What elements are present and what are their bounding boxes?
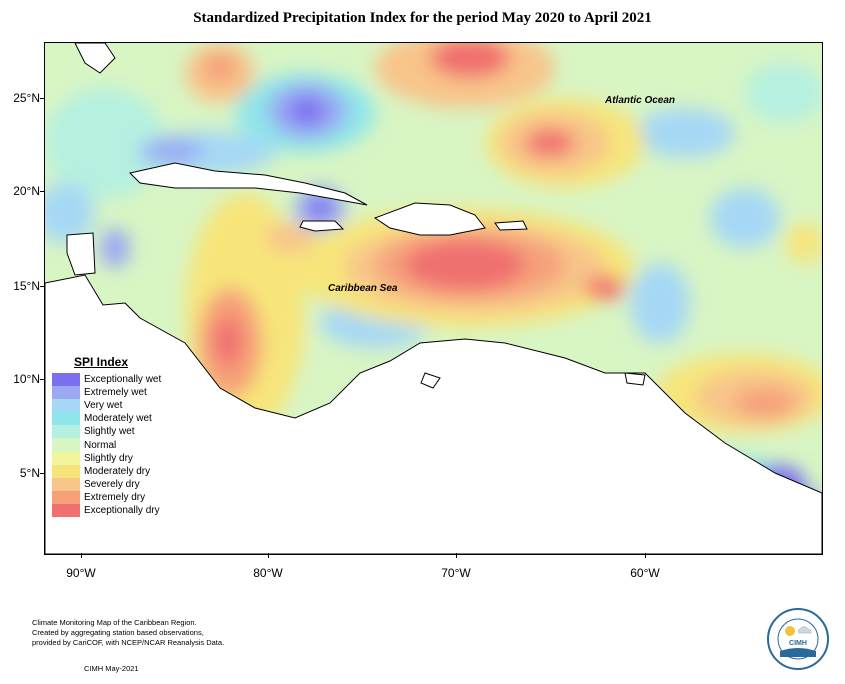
legend-item: Severely dry (52, 477, 161, 491)
y-tickmark (40, 473, 44, 474)
spi-field (45, 43, 822, 553)
legend-swatch (52, 503, 80, 518)
y-tickmark (40, 379, 44, 380)
x-tickmark (81, 553, 82, 558)
footer-line: provided by CariCOF, with NCEP/NCAR Rean… (32, 638, 225, 647)
footer-date: CIMH May-2021 (84, 664, 139, 673)
legend-item: Extremely dry (52, 490, 161, 504)
footer-line: Climate Monitoring Map of the Caribbean … (32, 618, 197, 627)
trinidad-tobago-island (624, 372, 646, 386)
legend-swatch (52, 477, 80, 491)
legend-items: Exceptionally wet Extremely wet Very wet Mo… (52, 373, 162, 518)
puerto-rico-island (494, 220, 528, 231)
x-tickmark (268, 553, 269, 558)
x-tickmark (645, 553, 646, 558)
legend-label: Moderately dry (84, 465, 151, 477)
legend-swatch (52, 412, 80, 426)
spi-legend: SPI Index Exceptionally wet Extremely wet… (52, 355, 162, 518)
legend-swatch (52, 425, 80, 439)
x-tickmark (456, 553, 457, 558)
south-america-central-america-landmass (45, 274, 822, 554)
legend-label: Extremely dry (84, 491, 146, 503)
x-tick-90w: 90°W (66, 566, 96, 580)
logo-text: CIMH (789, 640, 807, 647)
legend-item: Extremely wet (52, 386, 161, 400)
legend-item: Moderately wet (52, 412, 161, 426)
legend-item: Normal (52, 438, 161, 452)
x-tick-60w: 60°W (630, 566, 660, 580)
legend-label: Moderately wet (84, 413, 152, 425)
legend-label: Exceptionally dry (84, 504, 160, 516)
legend-item: Moderately dry (52, 464, 161, 478)
legend-swatch (52, 490, 80, 504)
legend-label: Slightly wet (84, 426, 135, 438)
legend-swatch (52, 438, 80, 452)
yucatan-peninsula (66, 232, 96, 276)
atlantic-ocean-label: Atlantic Ocean (604, 95, 675, 106)
land-masses (45, 43, 822, 554)
footer-notes: Climate Monitoring Map of the Caribbean … (32, 618, 292, 648)
footer-line: Created by aggregating station based obs… (32, 628, 204, 637)
legend-item: Exceptionally dry (52, 503, 161, 518)
caribbean-sea-label: Caribbean Sea (328, 283, 398, 294)
legend-swatch (52, 464, 80, 478)
legend-label: Very wet (84, 400, 123, 412)
trinidad-island (420, 372, 441, 389)
legend-swatch (52, 386, 80, 400)
legend-title: SPI Index (74, 355, 129, 369)
legend-item: Slightly wet (52, 425, 161, 439)
legend-item: Exceptionally wet (52, 373, 162, 387)
spi-map-canvas: Atlantic Ocean Caribbean Sea (45, 43, 822, 554)
legend-label: Extremely wet (84, 387, 147, 399)
y-tickmark (40, 98, 44, 99)
y-tick-5n: 5°N (19, 466, 40, 480)
legend-swatch (52, 451, 80, 465)
legend-item: Slightly dry (52, 451, 161, 465)
legend-label: Normal (84, 439, 117, 451)
y-tickmark (40, 286, 44, 287)
hispaniola-island (373, 202, 486, 236)
jamaica-island (299, 220, 345, 232)
y-tick-15n: 15°N (13, 279, 40, 293)
legend-item: Very wet (52, 399, 161, 413)
legend-swatch (52, 399, 80, 413)
florida-tip (74, 43, 116, 74)
spi-map: Atlantic Ocean Caribbean Sea (44, 42, 823, 555)
cuba-island (129, 162, 368, 206)
x-tick-70w: 70°W (441, 566, 471, 580)
legend-label: Exceptionally wet (84, 374, 162, 386)
legend-label: Severely dry (84, 478, 140, 490)
y-tick-10n: 10°N (13, 372, 40, 386)
y-tick-20n: 20°N (13, 184, 40, 198)
legend-label: Slightly dry (84, 452, 133, 464)
cimh-logo-icon: CIMH (766, 607, 830, 671)
legend-swatch (52, 373, 80, 387)
map-title: Standardized Precipitation Index for the… (193, 10, 652, 26)
y-tick-25n: 25°N (13, 91, 40, 105)
y-tickmark (40, 191, 44, 192)
x-tick-80w: 80°W (253, 566, 283, 580)
